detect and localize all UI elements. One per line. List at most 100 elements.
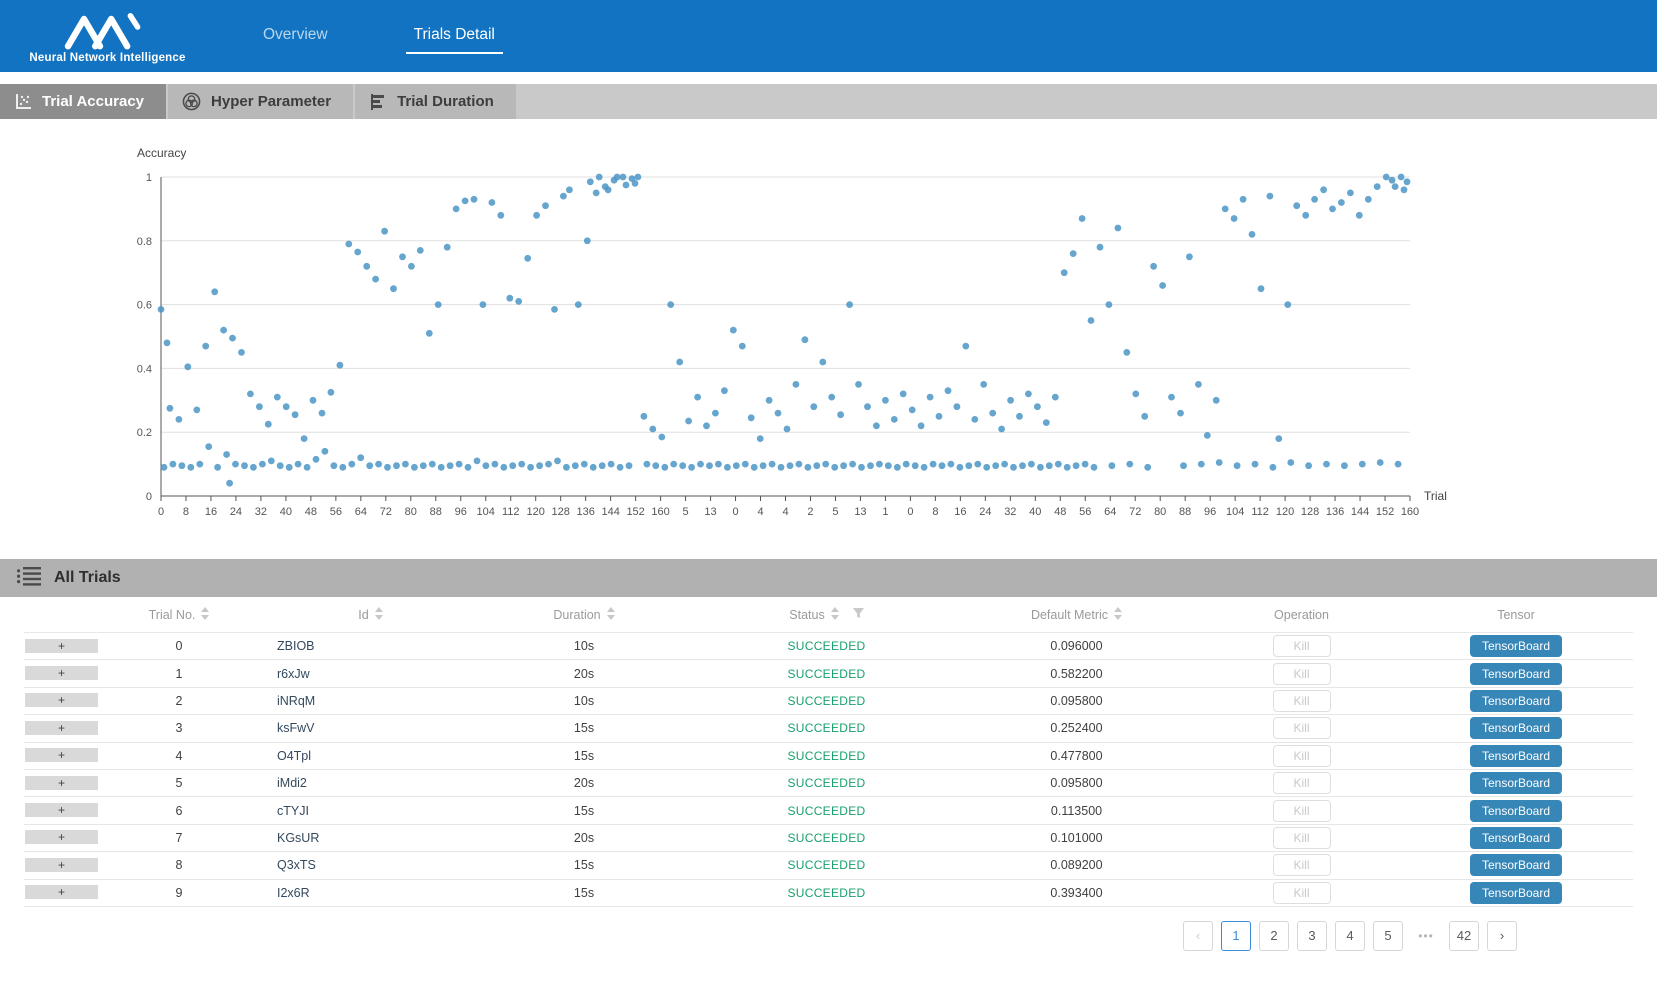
svg-text:104: 104 [477, 506, 495, 518]
sort-icon[interactable] [830, 606, 839, 623]
page-button-2[interactable]: 2 [1259, 920, 1289, 951]
expand-row-button[interactable]: + [24, 885, 99, 901]
tensorboard-button[interactable]: TensorBoard [1470, 689, 1562, 712]
kill-button[interactable]: Kill [1272, 826, 1331, 849]
page-button-5[interactable]: 5 [1373, 920, 1403, 951]
column-header-id[interactable]: Id [259, 606, 464, 623]
page-button-42[interactable]: 42 [1449, 920, 1479, 951]
expand-row-button[interactable]: + [24, 748, 99, 764]
status-badge: SUCCEEDED [787, 693, 866, 708]
tensorboard-button[interactable]: TensorBoard [1470, 799, 1562, 822]
page-button-3[interactable]: 3 [1297, 920, 1327, 951]
app-header: Neural Network Intelligence Overview Tri… [0, 0, 1657, 72]
svg-text:24: 24 [230, 506, 242, 518]
kill-button[interactable]: Kill [1272, 717, 1331, 740]
svg-text:8: 8 [183, 506, 189, 518]
expand-row-button[interactable]: + [24, 693, 99, 709]
sort-icon[interactable] [1114, 606, 1123, 623]
svg-text:16: 16 [954, 506, 966, 518]
column-label: Default Metric [1030, 607, 1109, 622]
duration-cell: 10s [573, 693, 595, 708]
expand-cell: + [24, 803, 99, 819]
expand-row-button[interactable]: + [24, 775, 99, 791]
trial-accuracy-chart: Accuracy 0 0.2 0.4 0.6 0.8 1 0 8 16 24 32 40 48 56 64 72… [0, 119, 1657, 531]
trial-id-cell: ksFwV [277, 721, 315, 736]
expand-row-button[interactable]: + [24, 666, 99, 682]
duration-cell: 15s [573, 885, 595, 900]
status-badge: SUCCEEDED [787, 748, 866, 763]
tensor-cell: TensorBoard [1399, 881, 1633, 904]
tensorboard-button[interactable]: TensorBoard [1470, 744, 1562, 767]
svg-text:2: 2 [807, 506, 813, 518]
expand-row-button[interactable]: + [24, 720, 99, 736]
column-header-trial-no-[interactable]: Trial No. [99, 606, 259, 623]
sort-icon[interactable] [606, 606, 615, 623]
svg-text:128: 128 [552, 506, 570, 518]
tensorboard-button[interactable]: TensorBoard [1470, 826, 1562, 849]
kill-button[interactable]: Kill [1272, 799, 1331, 822]
sort-icon[interactable] [374, 606, 383, 623]
svg-text:112: 112 [502, 506, 520, 518]
table-row: +4 O4Tpl 15s SUCCEEDED 0.477800 Kill TensorBoa… [24, 742, 1633, 770]
expand-cell: + [24, 857, 99, 873]
svg-text:0.8: 0.8 [137, 236, 152, 248]
expand-row-button[interactable]: + [24, 638, 99, 654]
status-badge: SUCCEEDED [787, 803, 866, 818]
kill-button[interactable]: Kill [1272, 744, 1331, 767]
trial-id-cell: Q3xTS [277, 858, 316, 873]
tensorboard-button[interactable]: TensorBoard [1470, 881, 1562, 904]
page-button-4[interactable]: 4 [1335, 920, 1365, 951]
status-cell: SUCCEEDED [704, 886, 949, 900]
column-header-duration[interactable]: Duration [464, 606, 704, 623]
expand-row-button[interactable]: + [24, 857, 99, 873]
tensorboard-button[interactable]: TensorBoard [1470, 635, 1562, 658]
kill-button[interactable]: Kill [1272, 689, 1331, 712]
status-badge: SUCCEEDED [787, 830, 866, 845]
tensorboard-button[interactable]: TensorBoard [1470, 662, 1562, 685]
next-page-button[interactable]: › [1487, 920, 1517, 951]
column-label: Operation [1274, 607, 1329, 622]
tab-trials-detail[interactable]: Trials Detail [405, 20, 504, 54]
page-button-1[interactable]: 1 [1221, 920, 1251, 951]
subtab-trial-duration[interactable]: Trial Duration [355, 84, 516, 119]
prev-page-button[interactable]: ‹ [1183, 920, 1213, 951]
column-header-operation: Operation [1204, 608, 1399, 622]
expand-row-button[interactable]: + [24, 803, 99, 819]
filter-icon[interactable] [852, 607, 864, 622]
expand-row-button[interactable]: + [24, 830, 99, 846]
svg-text:152: 152 [626, 506, 644, 518]
kill-button[interactable]: Kill [1272, 635, 1331, 658]
expand-cell: + [24, 693, 99, 709]
svg-text:104: 104 [1226, 506, 1244, 518]
tensorboard-button[interactable]: TensorBoard [1470, 772, 1562, 795]
tensorboard-button[interactable]: TensorBoard [1470, 854, 1562, 877]
expand-cell: + [24, 666, 99, 682]
default-metric-cell: 0.393400 [1050, 885, 1103, 900]
kill-button[interactable]: Kill [1272, 662, 1331, 685]
status-badge: SUCCEEDED [787, 666, 866, 681]
kill-button[interactable]: Kill [1272, 881, 1331, 904]
trial-id-cell: O4Tpl [277, 748, 312, 763]
tensor-cell: TensorBoard [1399, 717, 1633, 740]
svg-text:80: 80 [1154, 506, 1166, 518]
tab-overview[interactable]: Overview [263, 26, 328, 43]
column-header-default-metric[interactable]: Default Metric [949, 606, 1204, 623]
kill-button[interactable]: Kill [1272, 772, 1331, 795]
expand-cell: + [24, 720, 99, 736]
subtab-hyper-parameter[interactable]: Hyper Parameter [168, 84, 354, 119]
status-badge: SUCCEEDED [787, 885, 866, 900]
status-badge: SUCCEEDED [787, 721, 866, 736]
column-header-status[interactable]: Status [704, 606, 949, 623]
status-cell: SUCCEEDED [704, 776, 949, 790]
subtab-trial-accuracy[interactable]: Trial Accuracy [0, 84, 167, 119]
status-badge: SUCCEEDED [787, 639, 866, 654]
svg-text:13: 13 [854, 506, 866, 518]
trial-no-cell: 2 [175, 693, 183, 708]
trial-no-cell: 7 [175, 830, 183, 845]
kill-button[interactable]: Kill [1272, 854, 1331, 877]
svg-text:88: 88 [1179, 506, 1191, 518]
sort-icon[interactable] [201, 606, 210, 623]
table-body: +0 ZBIOB 10s SUCCEEDED 0.096000 Kill TensorBoa… [24, 633, 1633, 907]
tensorboard-button[interactable]: TensorBoard [1470, 717, 1562, 740]
